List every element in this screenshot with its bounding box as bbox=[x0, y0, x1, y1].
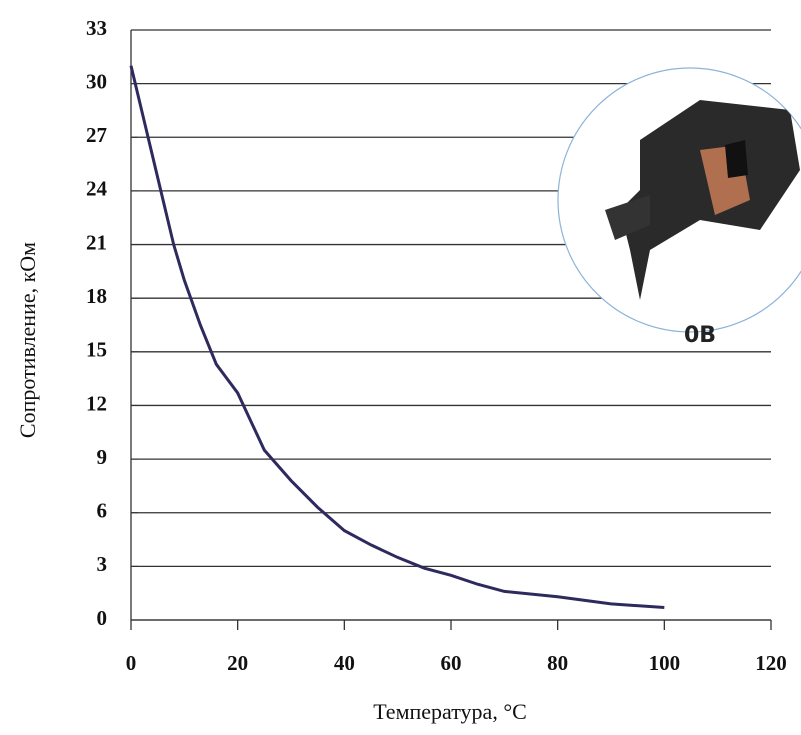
y-tick-label: 21 bbox=[86, 230, 107, 254]
y-tick-label: 6 bbox=[97, 499, 108, 523]
x-tick-label: 100 bbox=[649, 651, 681, 675]
plot: 0 3 6 9 12 15 18 21 24 27 30 33 0 20 40 60 80 100 120 bbox=[86, 16, 787, 675]
x-tick-label: 120 bbox=[755, 651, 787, 675]
inset-photo bbox=[557, 67, 801, 333]
x-tick-label: 40 bbox=[334, 651, 355, 675]
y-axis-title: Сопротивление, кОм bbox=[15, 242, 40, 438]
y-tick-label: 15 bbox=[86, 338, 107, 362]
x-axis-title: Температура, °C bbox=[373, 699, 527, 724]
x-tick-label: 20 bbox=[227, 651, 248, 675]
y-tick-label: 3 bbox=[97, 552, 108, 576]
y-tick-label: 33 bbox=[86, 16, 107, 40]
y-tick-label: 27 bbox=[86, 123, 107, 147]
data-line bbox=[129, 65, 665, 609]
x-tick-label: 60 bbox=[441, 651, 462, 675]
y-tick-label: 12 bbox=[86, 391, 107, 415]
x-tick-label: 0 bbox=[126, 651, 137, 675]
y-tick-label: 9 bbox=[97, 445, 108, 469]
y-tick-label: 18 bbox=[86, 284, 107, 308]
y-tick-label: 30 bbox=[86, 69, 107, 93]
y-tick-label: 0 bbox=[97, 606, 108, 630]
inset-label: 0B bbox=[684, 323, 716, 348]
x-tick-label: 80 bbox=[547, 651, 568, 675]
y-tick-label: 24 bbox=[86, 177, 108, 201]
